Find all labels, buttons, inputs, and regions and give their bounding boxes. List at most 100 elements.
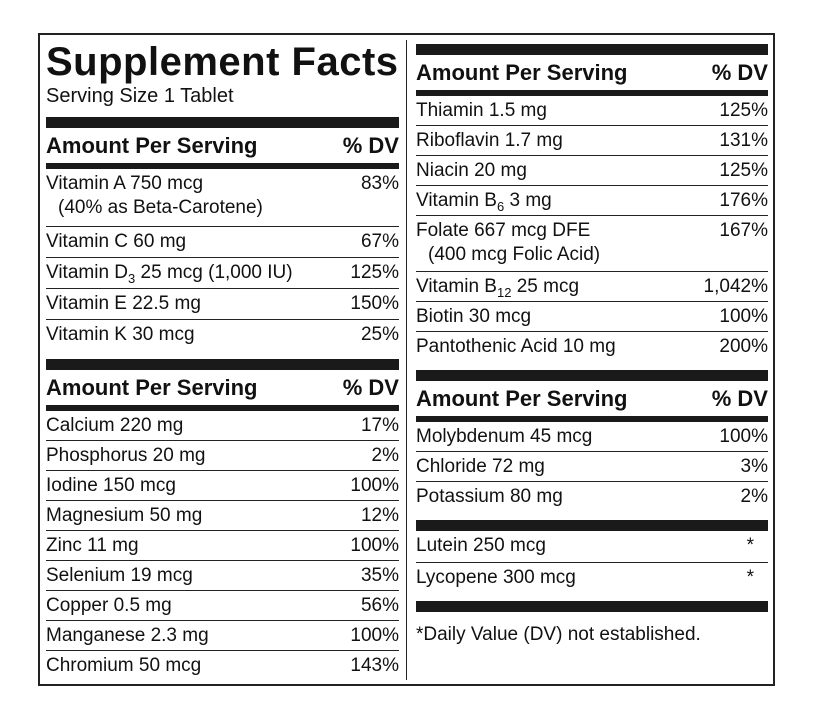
amount-header: Amount Per Serving (416, 59, 628, 85)
thick-rule (416, 44, 768, 55)
dv-header: % DV (342, 374, 399, 400)
nutrient-row: Selenium 19 mcg 35% (46, 561, 399, 591)
nutrient-name: Lycopene 300 mcg (416, 567, 576, 588)
nutrient-name: Vitamin B6 3 mg (416, 190, 552, 214)
nutrient-subnote: (40% as Beta-Carotene) (58, 197, 263, 218)
section-header: Amount Per Serving % DV (46, 128, 399, 163)
nutrient-name: Phosphorus 20 mg (46, 445, 206, 466)
label-frame (38, 33, 775, 686)
nutrient-dv: 100% (350, 535, 399, 556)
nutrient-dv: 17% (360, 415, 399, 436)
dv-header: % DV (342, 132, 399, 158)
nutrient-row: Lycopene 300 mcg * (416, 563, 768, 595)
nutrient-name: Niacin 20 mg (416, 160, 527, 181)
vitamins-right-list: Thiamin 1.5 mg 125% Riboflavin 1.7 mg 131% N… (416, 96, 768, 362)
nutrient-dv: 100% (350, 475, 399, 496)
nutrient-row: Pantothenic Acid 10 mg 200% (416, 332, 768, 362)
nutrient-row: Zinc 11 mg 100% (46, 531, 399, 561)
mid-rule (46, 405, 399, 411)
nutrient-name: Zinc 11 mg (46, 535, 139, 556)
subscript: 6 (496, 198, 505, 214)
mid-rule (46, 163, 399, 169)
nutrient-name: Calcium 220 mg (46, 415, 184, 436)
nutrient-dv: 200% (719, 336, 768, 357)
nutrient-name: Copper 0.5 mg (46, 595, 172, 616)
nutrient-dv: 125% (719, 100, 768, 121)
minerals-right-list: Molybdenum 45 mcg 100% Chloride 72 mg 3% Pot… (416, 422, 768, 512)
section-header: Amount Per Serving % DV (416, 55, 768, 90)
nutrient-row: Iodine 150 mcg 100% (46, 471, 399, 501)
nutrient-row: Molybdenum 45 mcg 100% (416, 422, 768, 452)
amount-header: Amount Per Serving (46, 132, 258, 158)
nutrient-row: Vitamin B6 3 mg 176% (416, 186, 768, 216)
amount-header: Amount Per Serving (416, 385, 628, 411)
nutrient-row: Vitamin B12 25 mcg 1,042% (416, 272, 768, 302)
nutrient-row: Lutein 250 mcg * (416, 531, 768, 563)
nutrient-name: Vitamin A 750 mcg (40% as Beta-Carotene) (46, 173, 263, 218)
dv-header: % DV (711, 59, 768, 85)
thick-rule (416, 370, 768, 381)
nutrient-dv: 131% (719, 130, 768, 151)
nutrient-dv: 2% (371, 445, 399, 466)
subscript: 3 (128, 270, 136, 286)
nutrient-name: Vitamin K 30 mcg (46, 324, 195, 345)
nutrient-dv: 100% (719, 306, 768, 327)
nutrient-name: Potassium 80 mg (416, 486, 563, 507)
nutrient-dv: 125% (719, 160, 768, 181)
nutrient-name: Chromium 50 mcg (46, 655, 202, 676)
amount-header: Amount Per Serving (46, 374, 258, 400)
section-header: Amount Per Serving % DV (46, 370, 399, 405)
vitamins-left-list: Vitamin A 750 mcg (40% as Beta-Carotene) 8… (46, 169, 399, 351)
nutrient-dv: 1,042% (703, 276, 768, 297)
column-divider (406, 40, 407, 680)
other-list: Lutein 250 mcg * Lycopene 300 mcg * (416, 531, 768, 595)
nutrient-row: Chromium 50 mcg 143% (46, 651, 399, 681)
thick-rule (416, 520, 768, 531)
nutrient-dv: * (746, 535, 754, 556)
nutrient-name: Vitamin E 22.5 mg (46, 293, 201, 314)
nutrient-name: Vitamin D3 25 mcg (1,000 IU) (46, 262, 293, 286)
nutrient-row: Manganese 2.3 mg 100% (46, 621, 399, 651)
nutrient-dv: 56% (360, 595, 399, 616)
nutrient-name: Vitamin C 60 mg (46, 231, 187, 252)
nutrient-name: Chloride 72 mg (416, 456, 545, 477)
thick-rule (46, 359, 399, 370)
nutrient-row: Vitamin K 30 mcg 25% (46, 320, 399, 351)
dv-header: % DV (711, 385, 768, 411)
label-title: Supplement Facts (46, 40, 399, 84)
mid-rule (416, 90, 768, 96)
nutrient-dv: 25% (360, 324, 399, 345)
nutrient-row: Vitamin D3 25 mcg (1,000 IU) 125% (46, 258, 399, 289)
nutrient-dv: 125% (350, 262, 399, 283)
nutrient-row: Potassium 80 mg 2% (416, 482, 768, 512)
nutrient-subnote: (400 mcg Folic Acid) (428, 244, 601, 265)
nutrient-row: Vitamin C 60 mg 67% (46, 227, 399, 258)
footnote: *Daily Value (DV) not established. (416, 624, 701, 645)
nutrient-dv: 83% (360, 173, 399, 194)
nutrient-dv: 3% (740, 456, 768, 477)
nutrient-name: Biotin 30 mcg (416, 306, 532, 327)
nutrient-name: Magnesium 50 mg (46, 505, 203, 526)
left-column: Supplement Facts Serving Size 1 Tablet A… (46, 38, 399, 681)
nutrient-row: Vitamin A 750 mcg (40% as Beta-Carotene) 8… (46, 169, 399, 227)
nutrient-name: Vitamin B12 25 mcg (416, 276, 580, 300)
minerals-left-list: Calcium 220 mg 17% Phosphorus 20 mg 2% Iodin… (46, 411, 399, 681)
subscript: 12 (496, 284, 512, 300)
nutrient-row: Niacin 20 mg 125% (416, 156, 768, 186)
nutrient-name: Lutein 250 mcg (416, 535, 546, 556)
nutrient-row: Chloride 72 mg 3% (416, 452, 768, 482)
nutrient-dv: 176% (719, 190, 768, 211)
nutrient-name: Molybdenum 45 mcg (416, 426, 593, 447)
mid-rule (416, 416, 768, 422)
section-header: Amount Per Serving % DV (416, 381, 768, 416)
nutrient-row: Riboflavin 1.7 mg 131% (416, 126, 768, 156)
nutrient-name: Folate 667 mcg DFE (400 mcg Folic Acid) (416, 220, 601, 265)
nutrient-row: Vitamin E 22.5 mg 150% (46, 289, 399, 320)
nutrient-row: Copper 0.5 mg 56% (46, 591, 399, 621)
nutrient-name: Selenium 19 mcg (46, 565, 193, 586)
nutrient-name: Pantothenic Acid 10 mg (416, 336, 616, 357)
nutrient-dv: 100% (719, 426, 768, 447)
nutrient-row: Thiamin 1.5 mg 125% (416, 96, 768, 126)
nutrient-row: Phosphorus 20 mg 2% (46, 441, 399, 471)
nutrient-row: Biotin 30 mcg 100% (416, 302, 768, 332)
